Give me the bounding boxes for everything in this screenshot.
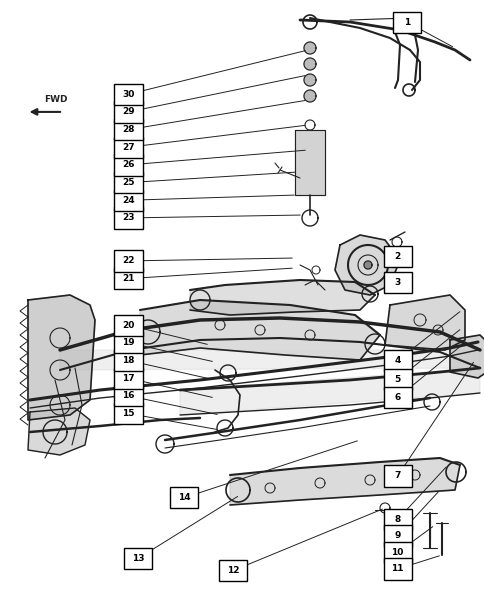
FancyBboxPatch shape <box>114 385 142 406</box>
Polygon shape <box>384 295 464 350</box>
FancyBboxPatch shape <box>124 548 152 569</box>
Text: 3: 3 <box>394 278 400 287</box>
Text: 7: 7 <box>393 471 400 481</box>
Polygon shape <box>449 335 484 378</box>
Polygon shape <box>334 235 399 295</box>
Text: 19: 19 <box>122 338 135 348</box>
Text: 25: 25 <box>122 178 135 187</box>
FancyBboxPatch shape <box>114 84 142 105</box>
Text: 13: 13 <box>132 554 144 563</box>
Text: 16: 16 <box>122 391 135 401</box>
Text: 10: 10 <box>391 548 403 557</box>
FancyBboxPatch shape <box>383 542 411 563</box>
FancyBboxPatch shape <box>383 558 411 580</box>
Polygon shape <box>303 74 316 86</box>
Polygon shape <box>363 261 371 269</box>
Text: 20: 20 <box>122 320 135 330</box>
Polygon shape <box>303 90 316 102</box>
Text: 18: 18 <box>122 356 135 365</box>
Text: 27: 27 <box>122 143 135 152</box>
Text: 30: 30 <box>122 90 135 99</box>
FancyBboxPatch shape <box>114 250 142 272</box>
FancyBboxPatch shape <box>383 272 411 293</box>
Polygon shape <box>28 408 90 455</box>
FancyBboxPatch shape <box>383 246 411 267</box>
FancyBboxPatch shape <box>393 12 421 33</box>
Polygon shape <box>229 458 459 505</box>
Text: 17: 17 <box>122 373 135 383</box>
Polygon shape <box>180 368 479 415</box>
FancyBboxPatch shape <box>114 332 142 353</box>
FancyBboxPatch shape <box>114 368 142 389</box>
Text: 28: 28 <box>122 125 135 134</box>
FancyBboxPatch shape <box>383 509 411 530</box>
Text: 29: 29 <box>122 107 135 117</box>
FancyBboxPatch shape <box>114 172 142 193</box>
FancyBboxPatch shape <box>114 137 142 158</box>
Text: 8: 8 <box>394 515 400 524</box>
FancyBboxPatch shape <box>114 403 142 424</box>
Polygon shape <box>294 130 324 195</box>
Polygon shape <box>28 295 95 420</box>
Polygon shape <box>190 280 374 315</box>
Text: 14: 14 <box>178 493 190 502</box>
Text: 26: 26 <box>122 160 135 170</box>
Text: 9: 9 <box>393 531 400 541</box>
Text: 24: 24 <box>122 196 135 205</box>
FancyBboxPatch shape <box>383 387 411 408</box>
Text: 11: 11 <box>391 564 403 574</box>
FancyBboxPatch shape <box>114 190 142 211</box>
FancyBboxPatch shape <box>218 560 246 581</box>
Text: 1: 1 <box>404 18 409 27</box>
FancyBboxPatch shape <box>114 101 142 123</box>
FancyBboxPatch shape <box>383 525 411 547</box>
Polygon shape <box>303 58 316 70</box>
Polygon shape <box>60 350 479 370</box>
Polygon shape <box>140 300 379 360</box>
FancyBboxPatch shape <box>114 315 142 336</box>
Text: 15: 15 <box>122 409 135 418</box>
Text: 23: 23 <box>122 213 135 223</box>
FancyBboxPatch shape <box>114 119 142 140</box>
FancyBboxPatch shape <box>114 350 142 371</box>
Polygon shape <box>303 42 316 54</box>
Text: 12: 12 <box>226 566 239 575</box>
Text: 2: 2 <box>394 252 400 261</box>
FancyBboxPatch shape <box>114 268 142 289</box>
Text: 4: 4 <box>393 356 400 365</box>
Text: 22: 22 <box>122 256 135 266</box>
Text: 21: 21 <box>122 274 135 283</box>
FancyBboxPatch shape <box>383 465 411 487</box>
FancyBboxPatch shape <box>114 154 142 176</box>
Text: 6: 6 <box>394 393 400 402</box>
Text: 5: 5 <box>394 375 400 384</box>
FancyBboxPatch shape <box>114 207 142 229</box>
FancyBboxPatch shape <box>383 369 411 390</box>
FancyBboxPatch shape <box>170 487 198 508</box>
Text: FWD: FWD <box>44 95 67 104</box>
FancyBboxPatch shape <box>383 350 411 371</box>
